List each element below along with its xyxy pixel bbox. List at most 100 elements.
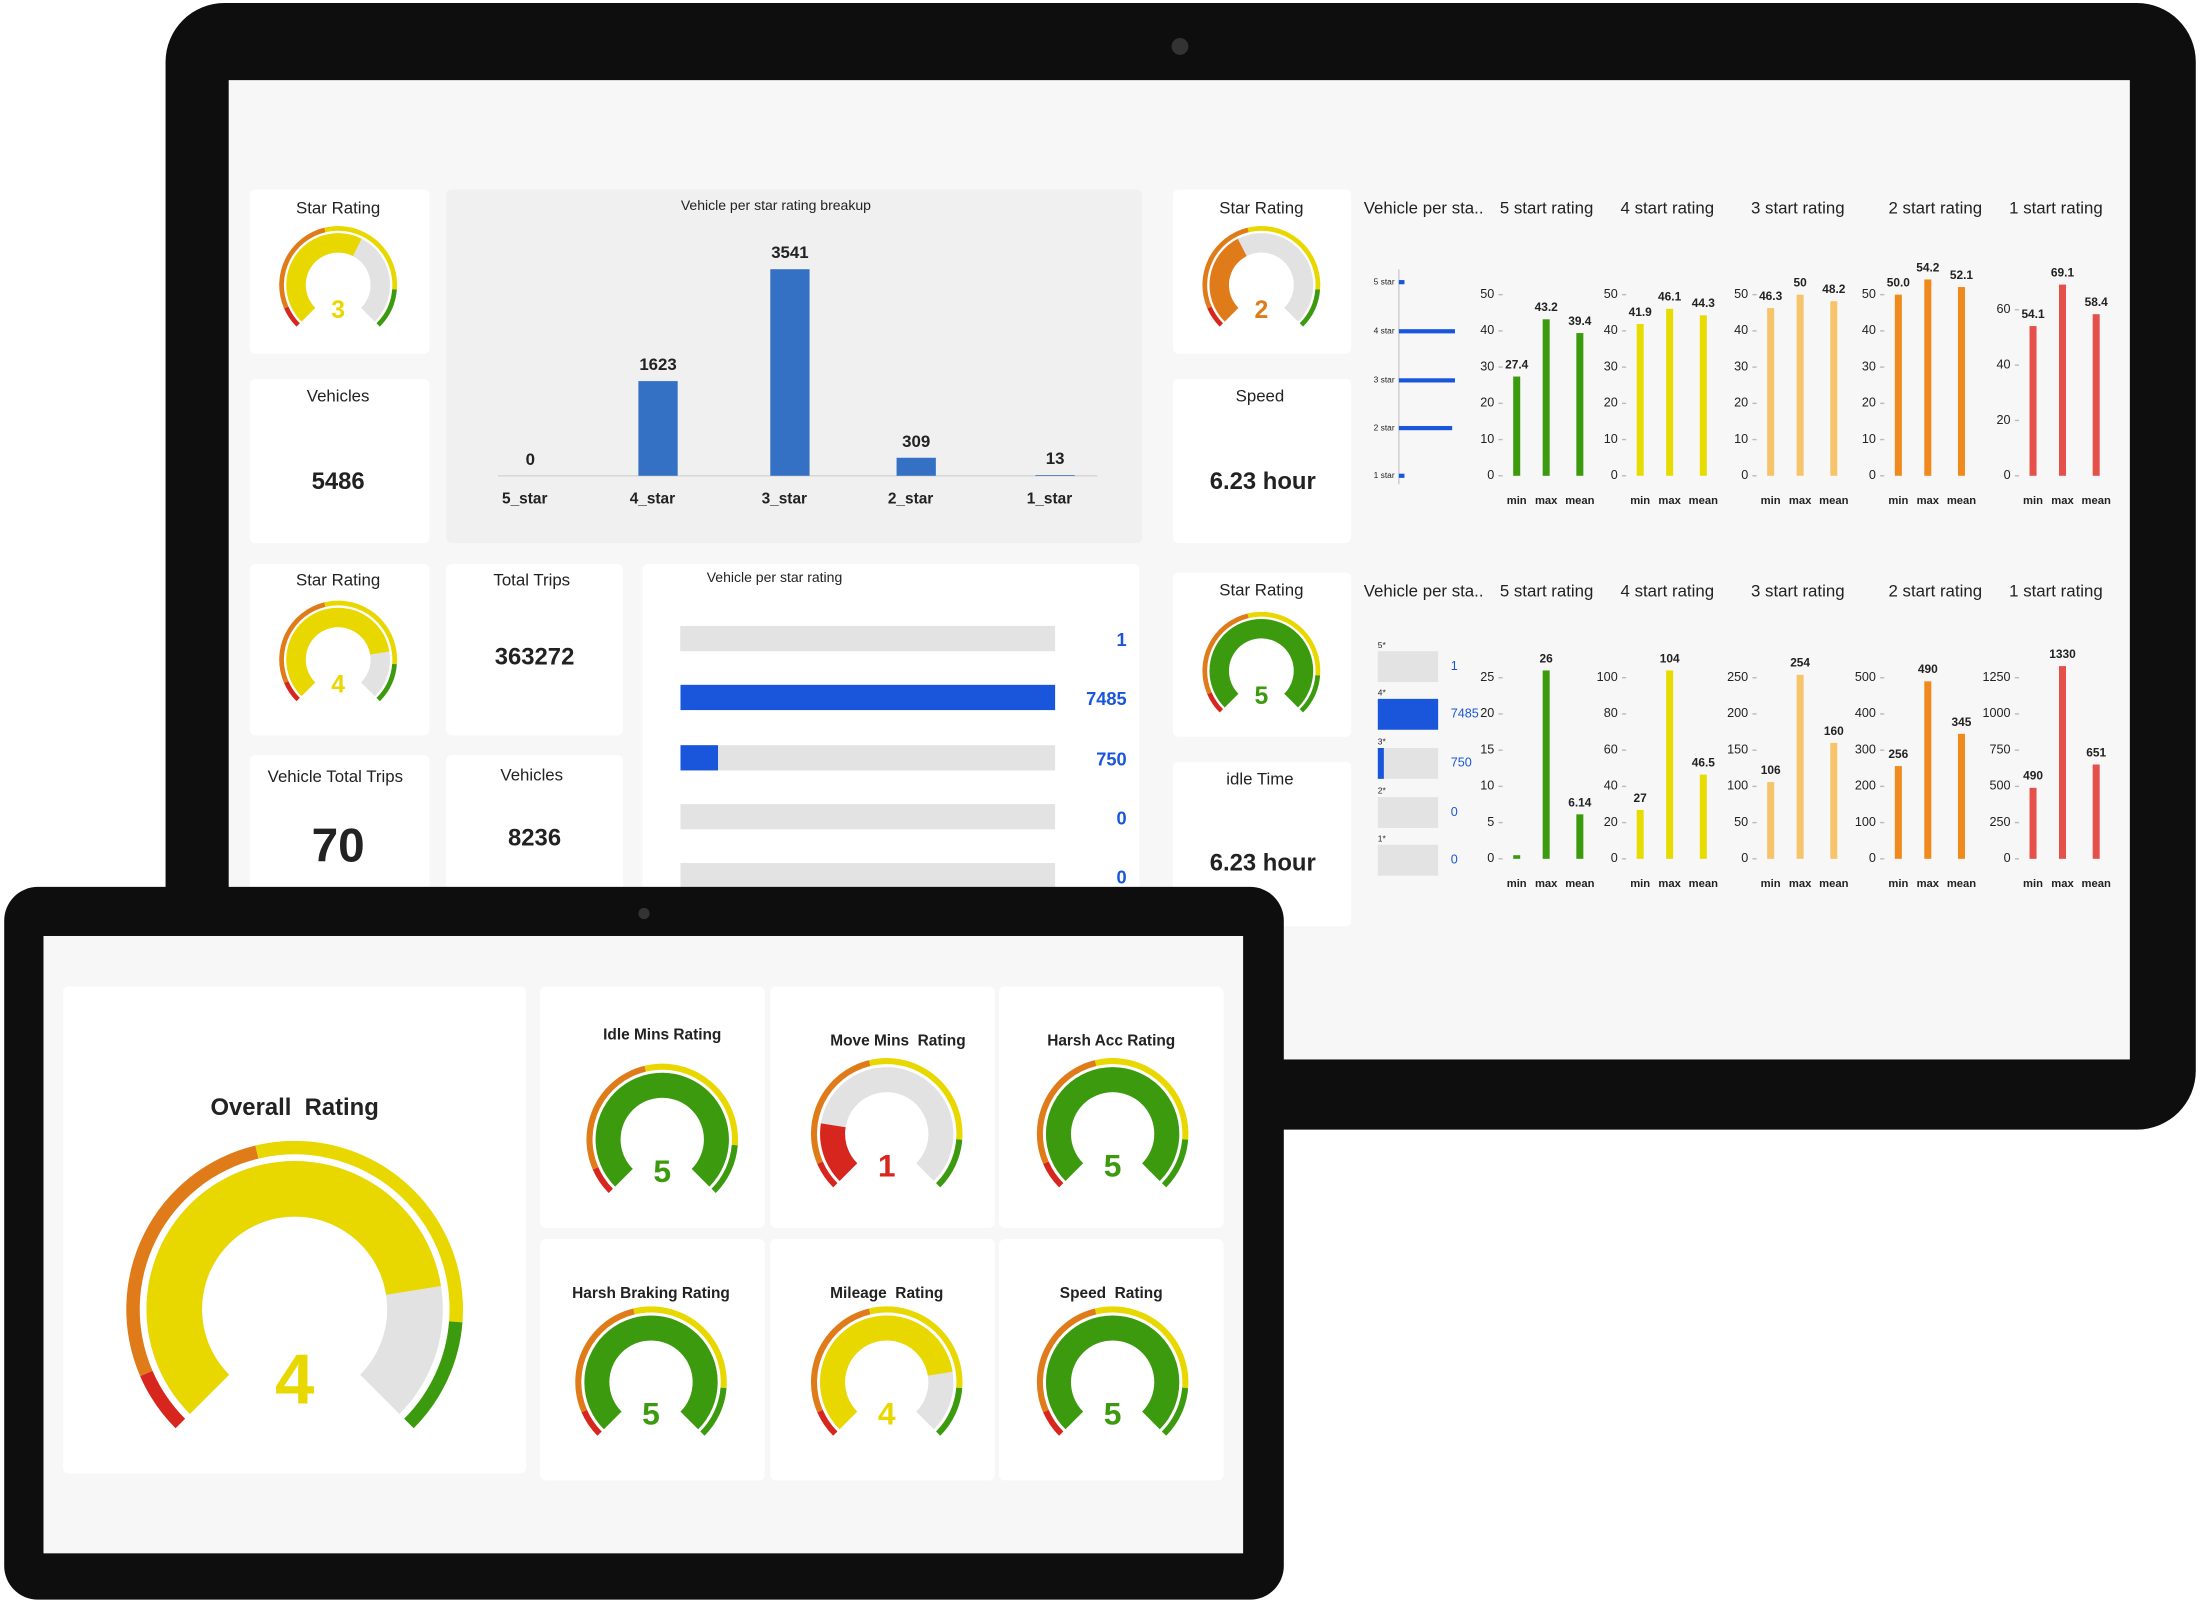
bar [1576, 814, 1584, 859]
x-tick-label: mean [1689, 878, 1718, 890]
gauge-fill [595, 1072, 729, 1187]
y-tick-label: 30 [1734, 359, 1748, 373]
bar-label: 50 [1794, 276, 1808, 290]
card [642, 564, 1140, 901]
bar-label: 50.0 [1887, 276, 1911, 290]
x-tick-label: mean [2082, 495, 2111, 507]
bar-label: 1623 [639, 355, 676, 374]
gauge-value: 2 [1254, 297, 1268, 324]
stat-title: idle Time [1226, 770, 1293, 789]
card [998, 1239, 1224, 1481]
y-tick-label: 30 [1862, 359, 1876, 373]
x-tick-label: 3_star [762, 491, 807, 508]
y-tick-label: 20 [1604, 815, 1618, 829]
bar-label: 69.1 [2051, 266, 2075, 280]
bar [2029, 787, 2037, 859]
gauge-scale [126, 1145, 259, 1377]
y-tick-label: 1* [1378, 833, 1387, 843]
x-tick-label: 5_star [502, 491, 547, 508]
y-tick-label: 750 [1990, 742, 2011, 756]
gauge-value: 4 [275, 1340, 314, 1419]
bar-label: 750 [1096, 748, 1126, 769]
stat-title: Vehicles [500, 765, 563, 784]
stat-title: Speed [1236, 387, 1285, 406]
stat-value: 5486 [312, 468, 365, 495]
chart-title: Vehicle per star rating [707, 569, 843, 585]
bar-track [680, 863, 1056, 889]
x-tick-label: min [1507, 878, 1527, 890]
bar [1636, 809, 1644, 859]
bar [1957, 287, 1965, 476]
bar-label: 1 [1451, 659, 1458, 673]
stat-title: Vehicle Total Trips [268, 767, 403, 786]
y-tick-label: 5 star [1374, 276, 1395, 286]
bar-label: 7485 [1086, 688, 1127, 709]
gauge-scale [817, 1161, 838, 1188]
gauge-scale [279, 602, 326, 683]
gauge-fill [146, 1161, 441, 1414]
gauge-scale [1161, 1387, 1189, 1436]
y-tick-label: 30 [1480, 359, 1494, 373]
y-tick-label: 0 [1741, 851, 1748, 865]
y-tick-label: 40 [1604, 323, 1618, 337]
x-tick-label: mean [1565, 878, 1594, 890]
y-tick-label: 5 [1487, 815, 1494, 829]
y-tick-label: 40 [1734, 323, 1748, 337]
card-title: Move Mins Rating [830, 1032, 965, 1049]
gauge-value: 5 [642, 1396, 660, 1432]
bar-label: 0 [1451, 805, 1458, 819]
bar [1576, 333, 1584, 476]
bar-label: 490 [2023, 769, 2043, 783]
front-tablet: Overall Rating 4 Idle Mins Rating 5 Move Min… [4, 886, 1284, 1600]
y-tick-label: 250 [1990, 815, 2011, 829]
gauge-scale [1202, 613, 1249, 695]
gauge-scale [376, 289, 397, 327]
gauge-value: 5 [1104, 1396, 1122, 1432]
gauge-scale [936, 1139, 963, 1188]
card-title: Idle Mins Rating [603, 1027, 721, 1044]
bar-label: 46.5 [1692, 756, 1716, 770]
gauge-scale [817, 1409, 838, 1436]
gauge-fill [584, 1315, 718, 1430]
y-tick-label: 50 [1734, 287, 1748, 301]
gauge-value: 5 [1254, 683, 1268, 710]
x-tick-label: max [1789, 878, 1812, 890]
y-tick-label: 500 [1990, 779, 2011, 793]
gauge-value: 3 [331, 297, 345, 324]
bar-label: 6.14 [1568, 795, 1592, 809]
gauge-scale [404, 1321, 463, 1429]
y-tick-label: 15 [1480, 742, 1494, 756]
y-tick-label: 40 [1480, 323, 1494, 337]
card [540, 1239, 765, 1481]
panel-header: 2 start rating [1889, 199, 1983, 218]
y-tick-label: 100 [1855, 815, 1876, 829]
card [770, 986, 995, 1228]
gauge-scale [581, 1409, 602, 1436]
y-tick-label: 2* [1378, 786, 1387, 796]
chart-title: Vehicle per star rating breakup [681, 197, 871, 213]
gauge-value: 5 [653, 1153, 671, 1189]
y-tick-label: 0 [1487, 468, 1494, 482]
bar [1924, 279, 1932, 476]
panel-header: 4 start rating [1621, 582, 1715, 601]
bar [638, 381, 678, 476]
x-tick-label: min [1507, 495, 1527, 507]
bar-label: 254 [1790, 656, 1810, 670]
y-tick-label: 10 [1734, 432, 1748, 446]
bar-label: 27.4 [1505, 357, 1529, 371]
gauge-scale [592, 1167, 613, 1194]
y-tick-label: 10 [1862, 432, 1876, 446]
gauge-scale [1043, 1161, 1064, 1188]
y-tick-label: 20 [1480, 396, 1494, 410]
bar-label: 27 [1634, 791, 1648, 805]
panel-header: 5 start rating [1500, 582, 1594, 601]
gauge-scale [376, 663, 397, 702]
bar-label: 52.1 [1950, 268, 1974, 282]
gauge-scale [586, 1065, 646, 1170]
bar-label: 54.2 [1916, 260, 1940, 274]
gauge-scale [279, 227, 326, 309]
bar [1542, 670, 1550, 859]
panel-header: Vehicle per sta.. [1364, 199, 1484, 218]
bar [1513, 376, 1521, 476]
